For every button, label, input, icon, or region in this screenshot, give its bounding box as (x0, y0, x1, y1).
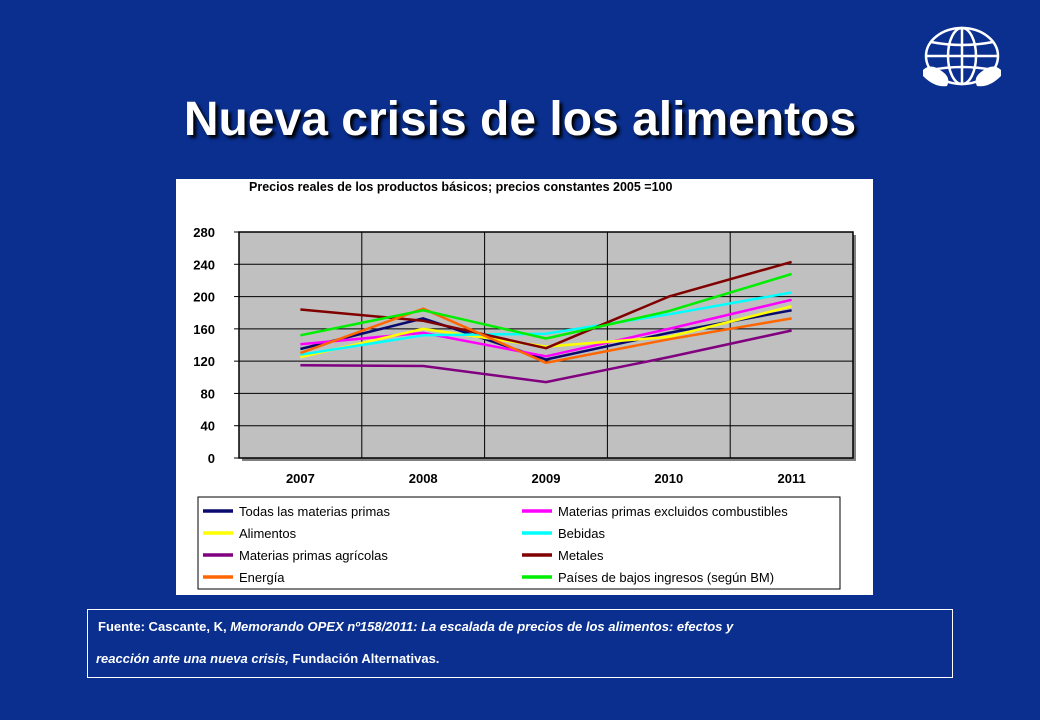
series-line (300, 309, 792, 361)
source-prefix: Fuente: Cascante, K, (98, 619, 231, 634)
line-chart: Precios reales de los productos básicos;… (193, 180, 856, 590)
x-tick-label: 2007 (286, 471, 315, 486)
series-line (300, 305, 792, 359)
legend-label: Todas las materias primas (239, 504, 390, 519)
legend-label: Alimentos (239, 526, 297, 541)
series-line (300, 291, 792, 356)
y-tick-label: 120 (193, 354, 215, 369)
y-tick-label: 0 (208, 451, 215, 466)
x-tick-label: 2011 (777, 471, 805, 486)
x-tick-label: 2009 (532, 471, 561, 486)
series-line (300, 329, 792, 384)
x-tick-label: 2010 (654, 471, 683, 486)
y-tick-label: 200 (193, 290, 215, 305)
legend-label: Materias primas agrícolas (239, 548, 388, 563)
plot-area (238, 231, 854, 459)
globe-hands-icon (917, 24, 1007, 99)
source-suffix: Fundación Alternativas. (288, 651, 440, 666)
y-tick-label: 280 (193, 225, 215, 240)
y-tick-label: 160 (193, 322, 215, 337)
series-line (300, 272, 792, 340)
chart-panel: Precios reales de los productos básicos;… (176, 179, 873, 595)
slide-title: Nueva crisis de los alimentos (183, 93, 857, 146)
series-line (299, 307, 792, 365)
x-tick-label: 2008 (409, 471, 438, 486)
source-title-cont: reacción ante una nueva crisis, (96, 651, 289, 666)
legend-label: Energía (239, 570, 285, 585)
y-tick-label: 80 (201, 386, 215, 401)
legend-box (197, 496, 841, 590)
series-line (300, 298, 792, 358)
chart-title: Precios reales de los productos básicos;… (249, 180, 673, 194)
series-line (300, 260, 792, 350)
source-title: Memorando OPEX nº158/2011: La escalada d… (230, 619, 734, 634)
legend-label: Bebidas (558, 526, 605, 541)
y-tick-label: 40 (201, 419, 215, 434)
legend-label: Metales (558, 548, 604, 563)
y-tick-label: 240 (193, 257, 215, 272)
legend-label: Materias primas excluidos combustibles (558, 504, 788, 519)
legend-label: Países de bajos ingresos (según BM) (558, 570, 774, 585)
source-citation: Fuente: Cascante, K, Memorando OPEX nº15… (87, 609, 953, 678)
